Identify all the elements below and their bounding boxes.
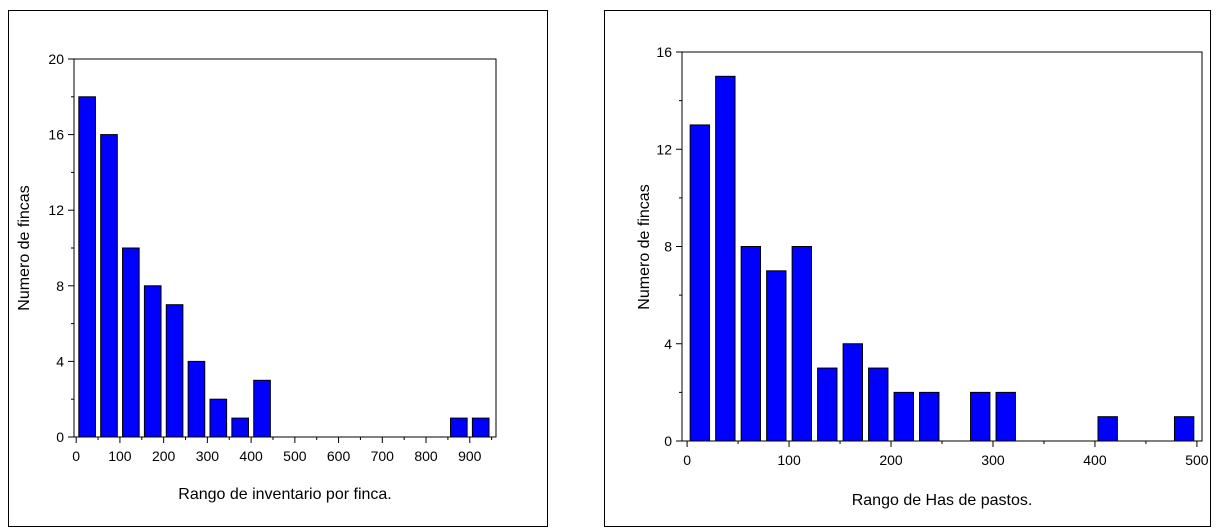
y-tick-label: 8 bbox=[664, 239, 672, 255]
histogram-has-pastos: 0 100 200 300 400 500 0 4 8 12 16 Rango de Has de p… bbox=[636, 44, 1209, 509]
bar-312.5 bbox=[995, 391, 1016, 442]
y-tick-label: 12 bbox=[656, 141, 672, 157]
y-tick-label: 16 bbox=[48, 127, 64, 143]
bar-125 bbox=[122, 247, 140, 438]
x-tick-label: 300 bbox=[196, 448, 220, 464]
bar-187.5 bbox=[868, 367, 889, 442]
bar-12.5 bbox=[689, 124, 711, 442]
bar-487.5 bbox=[1173, 416, 1195, 442]
y-tick-label: 0 bbox=[664, 433, 672, 449]
x-tick-label: 100 bbox=[777, 452, 801, 468]
x-tick-label: 500 bbox=[283, 448, 307, 464]
x-tick-label: 500 bbox=[1185, 452, 1209, 468]
x-tick-label: 300 bbox=[981, 452, 1005, 468]
x-axis-label: Rango de inventario por finca. bbox=[178, 486, 391, 503]
bar-37.5 bbox=[715, 75, 736, 442]
histogram-panel-inventario: 0 100 200 300 400 500 600 700 800 900 0 4 8 12 16 20 Ran… bbox=[8, 10, 548, 527]
x-tick-label: 700 bbox=[371, 448, 395, 464]
y-tick-label: 16 bbox=[656, 44, 672, 60]
bar-112.5 bbox=[791, 246, 812, 442]
histogram-inventario: 0 100 200 300 400 500 600 700 800 900 0 4 8 12 16 20 Ran… bbox=[16, 51, 497, 503]
y-tick-label: 20 bbox=[48, 51, 64, 67]
bar-275 bbox=[187, 360, 206, 438]
x-axis-label: Rango de Has de pastos. bbox=[852, 492, 1033, 509]
x-tick-label: 900 bbox=[458, 448, 482, 464]
y-tick-label: 0 bbox=[56, 429, 64, 445]
x-tick-label: 600 bbox=[327, 448, 351, 464]
bar-225 bbox=[165, 304, 184, 438]
bar-287.5 bbox=[970, 391, 991, 442]
bar-325 bbox=[209, 398, 228, 438]
x-tick-label: 400 bbox=[1083, 452, 1107, 468]
bar-75 bbox=[100, 134, 118, 438]
x-tick-label: 100 bbox=[108, 448, 132, 464]
bar-375 bbox=[231, 417, 249, 438]
bar-62.5 bbox=[740, 246, 762, 442]
y-axis-label: Numero de fincas bbox=[636, 184, 653, 309]
bar-212.5 bbox=[893, 391, 914, 442]
x-tick-label: 400 bbox=[239, 448, 263, 464]
x-tick-label: 0 bbox=[72, 448, 80, 464]
bar-162.5 bbox=[842, 343, 863, 442]
histogram-panel-pastos: 0 100 200 300 400 500 0 4 8 12 16 Rango de Has de p… bbox=[604, 10, 1211, 527]
bar-87.5 bbox=[766, 270, 787, 442]
y-tick-label: 4 bbox=[664, 336, 672, 352]
y-axis-label: Numero de fincas bbox=[16, 185, 33, 310]
y-tick-label: 8 bbox=[56, 278, 64, 294]
x-tick-label: 0 bbox=[683, 452, 691, 468]
bar-25 bbox=[78, 96, 96, 438]
bar-925 bbox=[471, 417, 490, 438]
y-tick-label: 12 bbox=[48, 202, 64, 218]
bar-137.5 bbox=[817, 367, 838, 442]
x-tick-label: 800 bbox=[414, 448, 438, 464]
bar-412.5 bbox=[1097, 416, 1118, 442]
bar-175 bbox=[143, 285, 162, 438]
bar-875 bbox=[450, 417, 468, 438]
bar-425 bbox=[253, 379, 271, 438]
x-tick-label: 200 bbox=[152, 448, 176, 464]
y-tick-label: 4 bbox=[56, 353, 64, 369]
bar-237.5 bbox=[919, 391, 940, 442]
x-tick-label: 200 bbox=[879, 452, 903, 468]
